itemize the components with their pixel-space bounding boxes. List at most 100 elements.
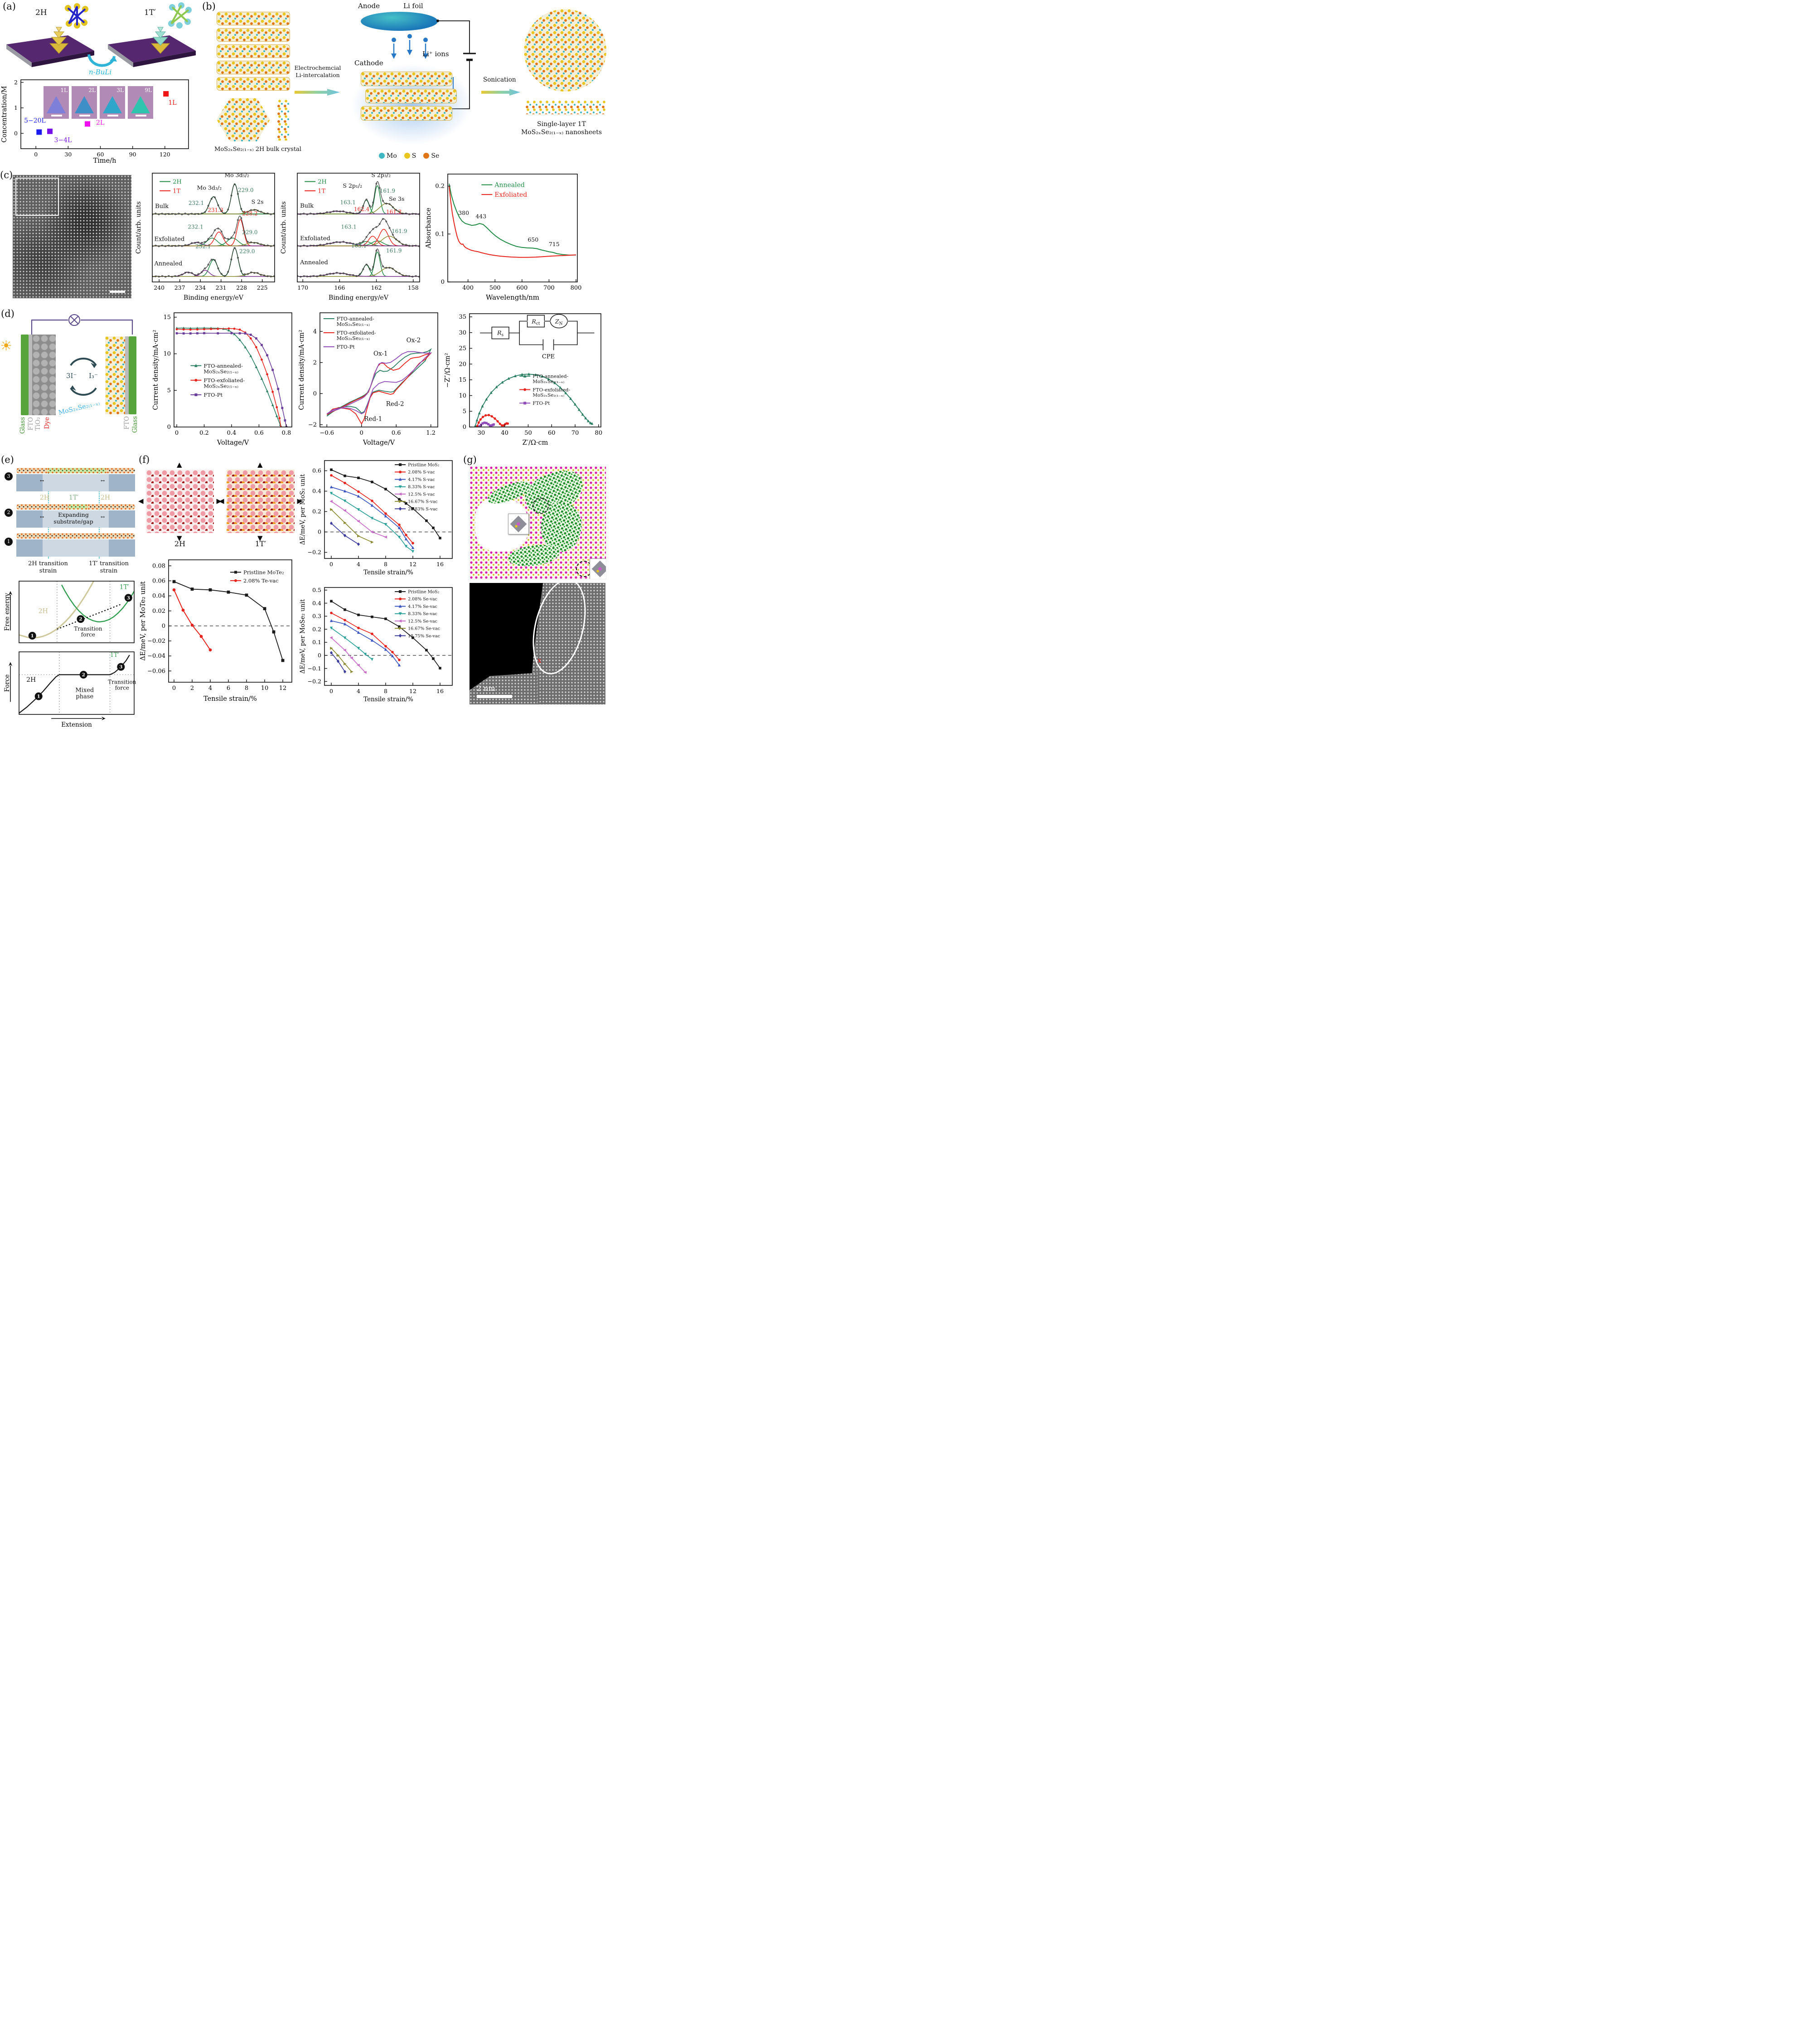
tio2-label: TiO₂ [34,417,42,431]
ribbon-2h [87,504,135,510]
substrate-1t-side [108,44,133,67]
svg-text:0.08: 0.08 [152,563,165,569]
bulk-caption: MoS₂ₓSe₂₍₁₋ₓ₎ 2H bulk crystal [214,146,301,153]
svg-text:Bulk: Bulk [300,203,314,209]
svg-text:0: 0 [175,430,179,437]
svg-text:4: 4 [357,561,360,568]
svg-text:1: 1 [31,633,34,639]
inset-label: 2L [88,87,96,93]
svg-text:0.4: 0.4 [312,600,321,607]
svg-text:240: 240 [154,284,165,291]
mo-atom-icon [379,153,385,159]
molecule-2h-icon [65,3,88,29]
crystal-layer [217,28,290,42]
svg-text:2: 2 [79,616,82,622]
svg-text:0: 0 [329,561,333,568]
s-label: S [411,152,416,160]
lattice-2h-caption: 2H [174,539,186,548]
svg-text:400: 400 [462,285,474,291]
gap-arrow-icon: ↔ [40,478,44,484]
stem-scale-label: 2 nm [477,684,495,693]
svg-text:Count/arb. units: Count/arb. units [280,201,287,254]
panel-g: (g) x 2 nm [463,454,609,704]
crystal-layer [217,61,290,74]
panel-f-col2: 0 4 8 12 16 −0.2 0 0.2 0.4 0.6 Tensile strain/% ΔE/… [298,454,458,703]
svg-text:−Z″/Ω·cm²: −Z″/Ω·cm² [444,353,451,388]
defect-circle [532,498,549,514]
inset-9l: 9L [128,86,153,119]
phase-transition-schematic: 2H 1T′ n-BuLi [0,0,198,76]
svg-text:8: 8 [384,688,387,694]
cathode-layer [365,89,457,103]
cathode-label: Cathode [354,59,383,67]
svg-text:0: 0 [360,430,363,437]
svg-text:229.0: 229.0 [242,229,257,236]
svg-text:20.83% S-vac: 20.83% S-vac [408,507,438,512]
svg-text:15: 15 [459,377,466,383]
svg-text:4: 4 [357,688,360,694]
nbuli-arrowhead [110,56,117,62]
glass-left-label: Glass [19,417,26,434]
nanosheet-side-view [526,101,605,114]
svg-text:−0.1: −0.1 [308,665,321,672]
svg-text:0.4: 0.4 [312,488,321,495]
stem-image [13,175,131,298]
svg-text:0: 0 [313,390,317,397]
glass-slab-right [129,336,136,414]
svg-text:ΔE/meV, per MoTe₂ unit: ΔE/meV, per MoTe₂ unit [140,581,147,660]
svg-text:380: 380 [458,209,469,216]
sonication-arrow-icon [481,89,520,96]
svg-text:0.2: 0.2 [199,430,209,437]
svg-text:FTO-annealed-MoS₂ₓSe₂₍₁₋ₓ₎: FTO-annealed-MoS₂ₓSe₂₍₁₋ₓ₎ [337,316,374,327]
stage-badge-3: 3 [5,472,13,481]
cyclic-voltammetry-chart: −0.6 0 0.6 1.2 −2 0 2 4 Voltage/V Current density… [298,312,438,447]
svg-text:1.2: 1.2 [426,430,436,437]
svg-text:Free energy: Free energy [4,593,11,631]
substrate-block [16,510,43,528]
film-label: MoS₂ₓSe₂₍₁₋ₓ₎ [58,399,101,417]
svg-text:10: 10 [261,685,269,692]
lattice-1t-caption: 1T′ [255,539,266,548]
svg-text:Binding energy/eV: Binding energy/eV [184,294,244,301]
svg-text:Ox-1: Ox-1 [373,350,388,357]
svg-text:40: 40 [501,430,508,437]
svg-text:6: 6 [227,685,230,692]
phase-2h-left: 2H [40,494,50,501]
svg-text:FTO-Pt: FTO-Pt [203,392,223,398]
svg-text:Tensile strain/%: Tensile strain/% [203,695,257,703]
svg-text:161.9: 161.9 [386,248,402,254]
inset-1l: 1L [44,86,69,119]
phase-1t-mid: 1T′ [69,494,79,501]
svg-text:Exfoliated: Exfoliated [494,191,527,199]
scalebar [79,115,90,116]
phase-label-2h: 2H [35,8,47,17]
svg-text:S 2p₁/₂: S 2p₁/₂ [343,182,362,189]
svg-text:Extension: Extension [61,721,92,728]
svg-text:1T′: 1T′ [120,584,129,591]
svg-text:163.1: 163.1 [340,199,355,206]
nbuli-arrow [87,54,116,67]
substrate-gap [42,474,109,491]
product-caption: Single-layer 1T MoS₂ₓSe₂₍₁₋ₓ₎ nanosheets [514,121,609,136]
phase-2h-right: 2H [101,494,111,501]
svg-text:158: 158 [408,284,419,291]
svg-text:50: 50 [524,430,532,437]
free-energy-chart: Free energy 2H 1T′ Transition force 1 2 3 [4,581,135,643]
svg-text:0.5: 0.5 [312,587,321,593]
svg-text:166: 166 [334,284,345,291]
strain-2h-line1: 2H transition [28,560,68,567]
xps-mo3d-chart: 240 237 234 231 228 225 Binding energy/eV Count… [135,172,275,301]
svg-text:Voltage/V: Voltage/V [217,439,249,447]
svg-text:0.02: 0.02 [152,608,165,615]
scalebar [107,115,118,116]
svg-text:3−4L: 3−4L [54,136,72,144]
row-c: (c) 240 237 234 231 228 225 Binding energy/eV C… [0,170,609,306]
svg-text:Se 3s: Se 3s [389,195,404,202]
lamp-icon [68,314,80,326]
flake-stack-2h [49,27,69,54]
flake-triangle-icon [131,96,150,113]
svg-text:Time/h: Time/h [93,157,116,165]
triiodide-label: I₃⁻ [89,372,98,380]
panel-label-g: (g) [463,454,477,465]
